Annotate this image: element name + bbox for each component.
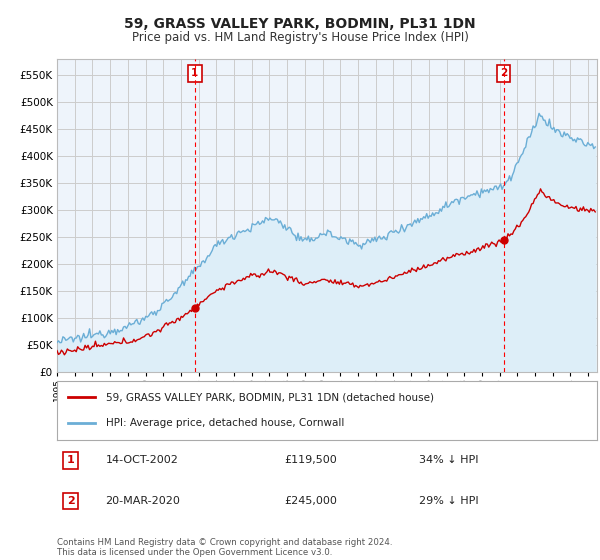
Text: 20-MAR-2020: 20-MAR-2020 xyxy=(106,496,181,506)
Text: Contains HM Land Registry data © Crown copyright and database right 2024.
This d: Contains HM Land Registry data © Crown c… xyxy=(57,538,392,557)
Text: £245,000: £245,000 xyxy=(284,496,337,506)
Text: 1: 1 xyxy=(191,68,199,78)
Text: 2: 2 xyxy=(67,496,74,506)
Text: HPI: Average price, detached house, Cornwall: HPI: Average price, detached house, Corn… xyxy=(106,418,344,428)
Text: 2: 2 xyxy=(500,68,507,78)
Text: 59, GRASS VALLEY PARK, BODMIN, PL31 1DN (detached house): 59, GRASS VALLEY PARK, BODMIN, PL31 1DN … xyxy=(106,392,434,402)
Text: 29% ↓ HPI: 29% ↓ HPI xyxy=(419,496,478,506)
Text: £119,500: £119,500 xyxy=(284,455,337,465)
Text: 14-OCT-2002: 14-OCT-2002 xyxy=(106,455,178,465)
Text: 1: 1 xyxy=(67,455,74,465)
Text: 59, GRASS VALLEY PARK, BODMIN, PL31 1DN: 59, GRASS VALLEY PARK, BODMIN, PL31 1DN xyxy=(124,17,476,31)
Text: Price paid vs. HM Land Registry's House Price Index (HPI): Price paid vs. HM Land Registry's House … xyxy=(131,31,469,44)
Text: 34% ↓ HPI: 34% ↓ HPI xyxy=(419,455,478,465)
